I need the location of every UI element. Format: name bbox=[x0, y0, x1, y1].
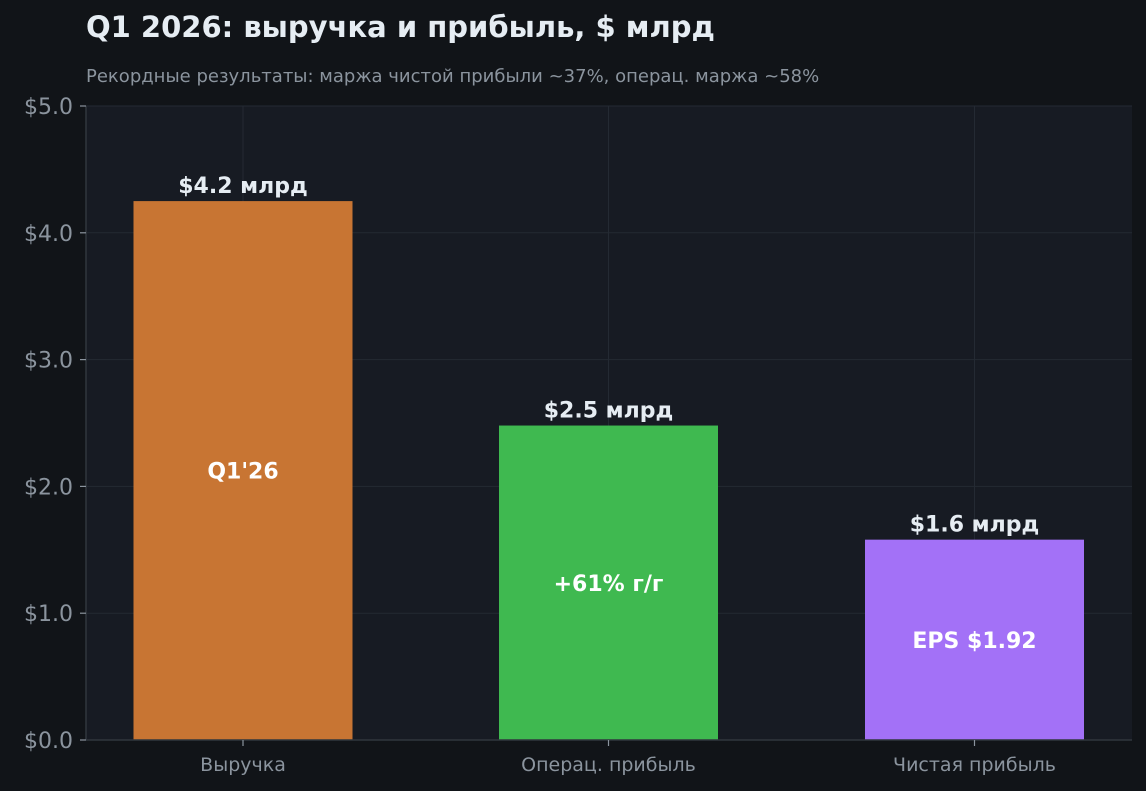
y-tick-label: $2.0 bbox=[24, 475, 73, 500]
y-tick-label: $1.0 bbox=[24, 602, 73, 627]
y-tick-label: $5.0 bbox=[24, 95, 73, 120]
bars bbox=[133, 201, 1084, 741]
y-tick-label: $4.0 bbox=[24, 222, 73, 247]
y-tick-label: $0.0 bbox=[24, 729, 73, 754]
bar-annotation: Q1'26 bbox=[207, 460, 278, 485]
bar-annotation: +61% г/г bbox=[554, 572, 664, 597]
chart-subtitle: Рекордные результаты: маржа чистой прибы… bbox=[86, 66, 820, 87]
bar-annotation: EPS $1.92 bbox=[912, 629, 1036, 654]
data-label: $4.2 млрд bbox=[178, 174, 308, 199]
x-tick-label: Чистая прибыль bbox=[893, 754, 1056, 776]
axes: $0.0 $1.0 $2.0 $3.0 $4.0 $5.0 Выручка Операц. п… bbox=[24, 95, 1132, 776]
labels: $4.2 млрд Q1'26 $2.5 млрд +61% г/г $1.6 млрд… bbox=[178, 174, 1039, 654]
chart-title: Q1 2026: выручка и прибыль, $ млрд bbox=[86, 10, 715, 44]
data-label: $2.5 млрд bbox=[544, 399, 674, 424]
bar-1 bbox=[133, 201, 353, 741]
x-tick-label: Операц. прибыль bbox=[521, 754, 696, 776]
x-tick-label: Выручка bbox=[200, 754, 286, 776]
y-tick-label: $3.0 bbox=[24, 349, 73, 374]
data-label: $1.6 млрд bbox=[910, 513, 1040, 538]
bar-3 bbox=[865, 539, 1084, 740]
bar-2 bbox=[499, 425, 718, 740]
